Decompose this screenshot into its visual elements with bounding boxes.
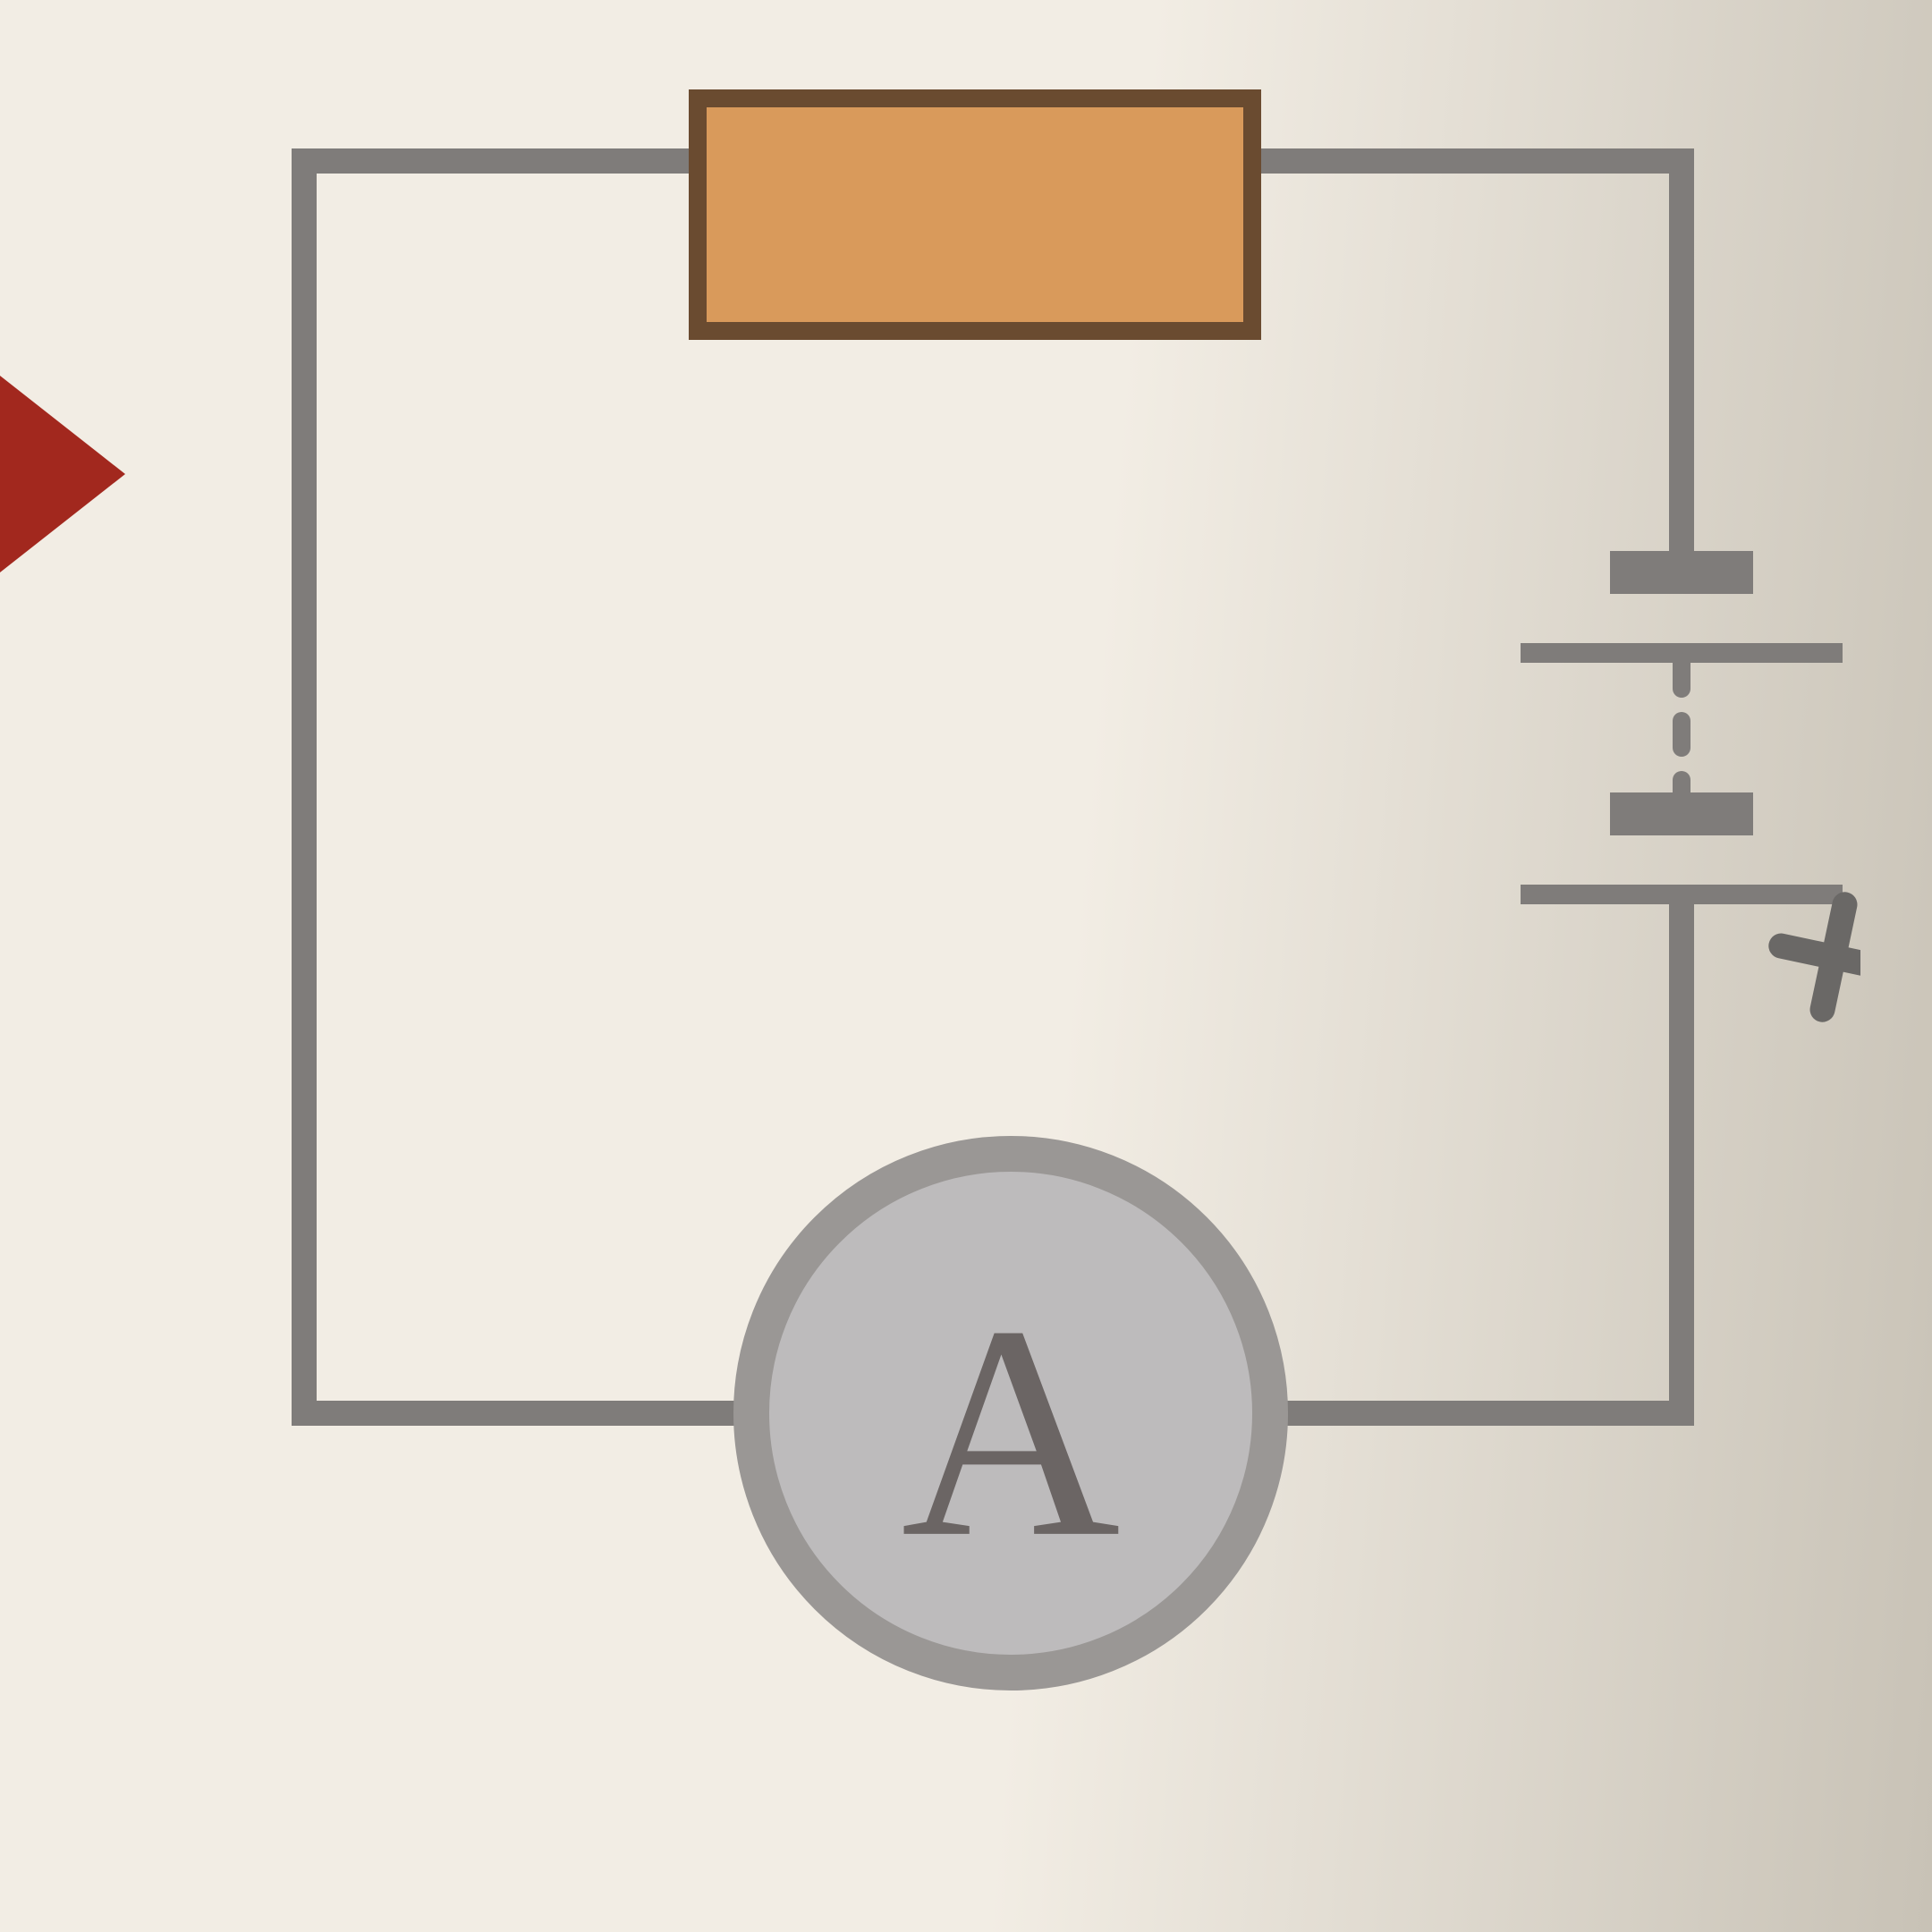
ammeter-label: A — [901, 1263, 1121, 1600]
circuit-svg: A — [72, 0, 1860, 1771]
battery-plus-icon — [1770, 894, 1860, 1021]
battery — [1521, 572, 1843, 894]
circuit-diagram: A — [72, 0, 1860, 1771]
plus-v — [1823, 904, 1845, 1009]
resistor — [698, 98, 1252, 331]
page-background: A — [0, 0, 1932, 1932]
